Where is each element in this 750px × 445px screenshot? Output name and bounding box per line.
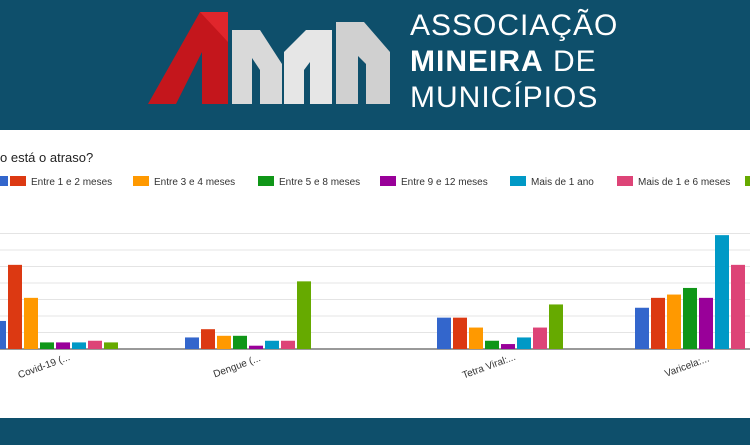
- bar-1-3: [24, 297, 38, 349]
- legend-swatch: [380, 176, 396, 186]
- bar-2-4: [233, 335, 247, 349]
- legend-item-4: Entre 5 e 8 meses: [258, 176, 360, 188]
- bar-3-8: [549, 304, 563, 349]
- brand-line-1: ASSOCIAÇÃO: [410, 9, 619, 42]
- legend-swatch: [745, 176, 750, 186]
- bar-1-4: [40, 342, 54, 349]
- bar-1-2: [8, 264, 22, 349]
- footer-band: [0, 418, 750, 445]
- chart-legend: Entre 1 e 2 meses Entre 3 e 4 meses Entre …: [0, 176, 750, 192]
- bar-2-5: [249, 345, 263, 349]
- legend-swatch: [510, 176, 526, 186]
- bar-3-7: [533, 327, 547, 349]
- bar-4-3: [667, 294, 681, 349]
- bar-4-6: [715, 235, 729, 349]
- brand-line-2-bold: MINEIRA: [410, 45, 544, 78]
- legend-item-5: Entre 9 e 12 meses: [380, 176, 488, 188]
- bar-3-1: [437, 317, 451, 349]
- legend-swatch: [258, 176, 274, 186]
- bar-2-7: [281, 340, 295, 349]
- legend-label: Mais de 1 e 6 meses: [638, 177, 731, 188]
- category-label-2: Dengue (...: [212, 353, 262, 380]
- brand-line-3: MUNICÍPIOS: [410, 81, 599, 114]
- category-label-3: Tetra Viral:...: [461, 352, 517, 381]
- bar-1-6: [72, 342, 86, 349]
- legend-swatch: [10, 176, 26, 186]
- chart-title: o está o atraso?: [0, 150, 94, 165]
- bar-3-4: [485, 340, 499, 349]
- bar-2-1: [185, 337, 199, 349]
- brand-text: ASSOCIAÇÃO MINEIRA DE MUNICÍPIOS: [410, 8, 618, 116]
- bar-3-6: [517, 337, 531, 349]
- bar-1-8: [104, 342, 118, 349]
- header-banner: ASSOCIAÇÃO MINEIRA DE MUNICÍPIOS: [0, 0, 750, 130]
- bar-2-3: [217, 335, 231, 349]
- bar-2-8: [297, 281, 311, 349]
- bar-4-2: [651, 297, 665, 349]
- bar-3-5: [501, 344, 515, 349]
- legend-swatch: [0, 176, 8, 186]
- legend-swatch: [617, 176, 633, 186]
- bar-3-3: [469, 327, 483, 349]
- legend-swatch: [133, 176, 149, 186]
- bar-1-5: [56, 342, 70, 349]
- legend-item-6: Mais de 1 ano: [510, 176, 594, 188]
- legend-label: Entre 3 e 4 meses: [154, 177, 236, 188]
- legend-item-2: Entre 1 e 2 meses: [10, 176, 112, 188]
- bar-2-6: [265, 340, 279, 349]
- bar-4-7: [731, 264, 745, 349]
- bar-4-5: [699, 297, 713, 349]
- bar-3-2: [453, 317, 467, 349]
- category-label-1: Covid-19 (...: [17, 352, 72, 381]
- legend-item-7: Mais de 1 e 6 meses: [617, 176, 730, 188]
- legend-label: Entre 1 e 2 meses: [31, 177, 113, 188]
- bar-2-2: [201, 329, 215, 349]
- bar-1-7: [88, 340, 102, 349]
- bar-4-4: [683, 287, 697, 349]
- legend-label: Entre 9 e 12 meses: [401, 177, 488, 188]
- bar-1-1: [0, 320, 6, 349]
- amm-logo-icon: [148, 12, 390, 104]
- brand-line-2: MINEIRA DE: [410, 44, 618, 80]
- legend-label: Mais de 1 ano: [531, 177, 594, 188]
- legend-item-3: Entre 3 e 4 meses: [133, 176, 235, 188]
- bar-4-1: [635, 307, 649, 349]
- category-label-4: Varicela:...: [663, 354, 710, 380]
- legend-item-8: [745, 176, 750, 188]
- legend-label: Entre 5 e 8 meses: [279, 177, 361, 188]
- legend-item-1: [0, 176, 13, 188]
- bar-chart: Covid-19 (... Dengue (... Tetra Viral:... V…: [0, 233, 750, 381]
- brand-line-2-rest: DE: [543, 45, 597, 78]
